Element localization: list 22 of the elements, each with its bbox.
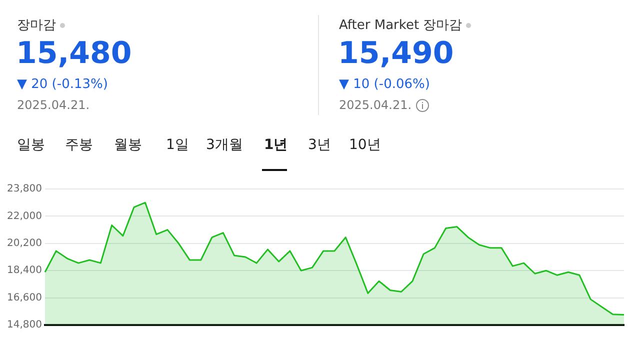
text: 2025.04.21.	[339, 98, 413, 112]
text: After Market 장마감	[339, 17, 464, 34]
text: ▼ 20 (-0.13%)	[17, 77, 108, 92]
text: 1년	[264, 136, 288, 154]
text: 3년	[308, 136, 331, 154]
text: 15,490	[338, 36, 454, 71]
y-tick-label: 18,400	[7, 265, 42, 276]
y-tick-label: 22,000	[7, 210, 42, 222]
y-tick-label: 16,600	[7, 292, 42, 304]
text: 1일	[166, 136, 189, 154]
y-tick-label: 20,200	[7, 238, 42, 249]
text: ▼ 10 (-0.06%)	[339, 77, 430, 92]
text: 월봉	[114, 136, 142, 154]
text: 2025.04.21.	[17, 98, 90, 112]
text: 10년	[349, 136, 381, 154]
text: 장마감	[17, 17, 57, 34]
y-tick-label: 23,800	[7, 184, 42, 195]
text: 일봉	[17, 136, 45, 154]
y-tick-label: 14,800	[7, 320, 42, 331]
text: 15,480	[16, 36, 132, 71]
text: 주봉	[65, 136, 93, 154]
text: 3개월	[206, 136, 243, 154]
